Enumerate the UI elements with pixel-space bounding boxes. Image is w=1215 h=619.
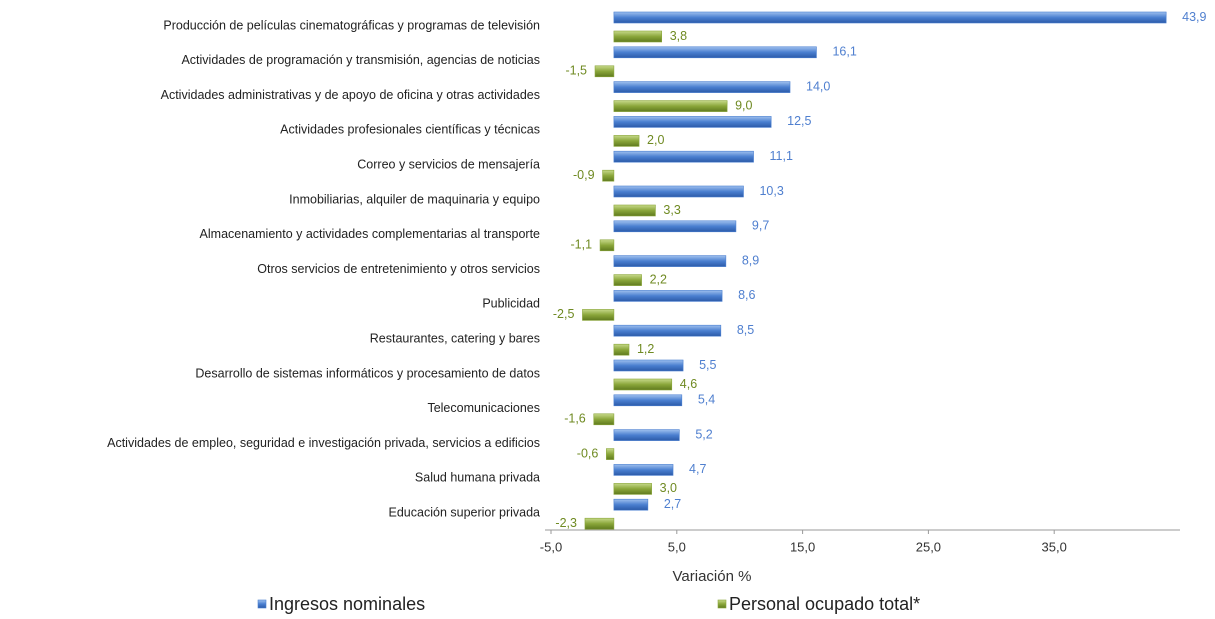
value-label: -2,3: [555, 516, 577, 530]
y-tick-label: Salud humana privada: [415, 471, 540, 485]
y-tick-label: Producción de películas cinematográficas…: [163, 18, 540, 32]
y-tick-label: Inmobiliarias, alquiler de maquinaria y …: [289, 192, 540, 206]
bar: [613, 150, 754, 163]
bar: [613, 394, 683, 407]
bar: [599, 239, 615, 252]
bar: [594, 65, 615, 78]
bar: [613, 498, 649, 511]
y-tick-label: Restaurantes, catering y bares: [370, 331, 540, 345]
value-label: 2,0: [647, 133, 664, 147]
x-tick-label: 15,0: [790, 539, 815, 554]
x-tick-label: 5,0: [668, 539, 686, 554]
y-tick-label: Telecomunicaciones: [427, 401, 540, 415]
bar: [613, 324, 722, 337]
bar: [613, 116, 772, 128]
value-label: 4,6: [680, 377, 697, 391]
value-label: 3,8: [670, 29, 687, 43]
bar: [613, 11, 1167, 24]
value-label: 8,6: [738, 288, 755, 302]
bar: [613, 464, 674, 476]
bar: [613, 429, 680, 441]
bar: [606, 448, 615, 460]
value-label: 2,2: [650, 272, 667, 286]
bar: [613, 204, 656, 217]
value-label: 9,0: [735, 98, 752, 112]
bar: [613, 290, 723, 302]
bar: [613, 220, 737, 233]
value-label: 8,9: [742, 253, 759, 267]
value-label: 1,2: [637, 342, 654, 356]
bar: [593, 413, 615, 426]
bar: [613, 378, 673, 391]
y-tick-label: Almacenamiento y actividades complementa…: [200, 227, 540, 241]
y-tick-label: Actividades de empleo, seguridad e inves…: [107, 436, 540, 450]
value-label: 2,7: [664, 497, 681, 511]
bar: [613, 343, 630, 356]
y-tick-label: Publicidad: [482, 297, 540, 311]
legend-label: Ingresos nominales: [269, 594, 425, 614]
value-label: 5,4: [698, 393, 715, 407]
value-label: 11,1: [770, 149, 793, 163]
value-label: -1,1: [571, 238, 593, 252]
value-label: 5,2: [695, 427, 712, 441]
bar: [613, 359, 684, 372]
legend-swatch: [257, 599, 267, 609]
y-tick-label: Actividades de programación y transmisió…: [181, 53, 540, 67]
x-tick-label: 35,0: [1042, 539, 1067, 554]
bar: [613, 255, 727, 267]
bar: [613, 135, 640, 147]
value-label: 5,5: [699, 358, 716, 372]
value-label: -1,5: [565, 64, 587, 78]
y-tick-label: Educación superior privada: [389, 505, 541, 519]
value-label: 10,3: [759, 184, 783, 198]
y-tick-label: Desarrollo de sistemas informáticos y pr…: [195, 366, 540, 380]
bar: [582, 309, 615, 321]
value-label: 14,0: [806, 79, 830, 93]
bar: [613, 30, 663, 43]
legend-label: Personal ocupado total*: [729, 594, 920, 614]
value-label: 3,3: [663, 203, 680, 217]
legend-swatch: [717, 599, 727, 609]
value-label: -0,6: [577, 446, 599, 460]
bar: [602, 169, 615, 182]
value-label: -0,9: [573, 168, 595, 182]
y-tick-label: Actividades profesionales científicas y …: [280, 123, 540, 137]
x-tick-label: 25,0: [916, 539, 941, 554]
value-label: 16,1: [832, 45, 856, 59]
value-label: -2,5: [553, 307, 575, 321]
y-tick-label: Actividades administrativas y de apoyo d…: [161, 88, 540, 102]
value-label: 12,5: [787, 114, 811, 128]
bar: [584, 517, 615, 530]
value-label: 43,9: [1182, 10, 1206, 24]
y-tick-label: Otros servicios de entretenimiento y otr…: [257, 262, 540, 276]
bar: [613, 274, 642, 286]
x-tick-label: -5,0: [540, 539, 562, 554]
bar: [613, 483, 652, 495]
bar: [613, 100, 728, 112]
value-label: -1,6: [564, 412, 586, 426]
bar: [613, 185, 744, 198]
value-label: 8,5: [737, 323, 754, 337]
value-label: 9,7: [752, 219, 769, 233]
value-label: 4,7: [689, 462, 706, 476]
bar: [613, 46, 817, 59]
x-axis-title: Variación %: [673, 568, 752, 585]
y-tick-label: Correo y servicios de mensajería: [357, 157, 540, 171]
bar: [613, 81, 791, 93]
value-label: 3,0: [660, 481, 677, 495]
